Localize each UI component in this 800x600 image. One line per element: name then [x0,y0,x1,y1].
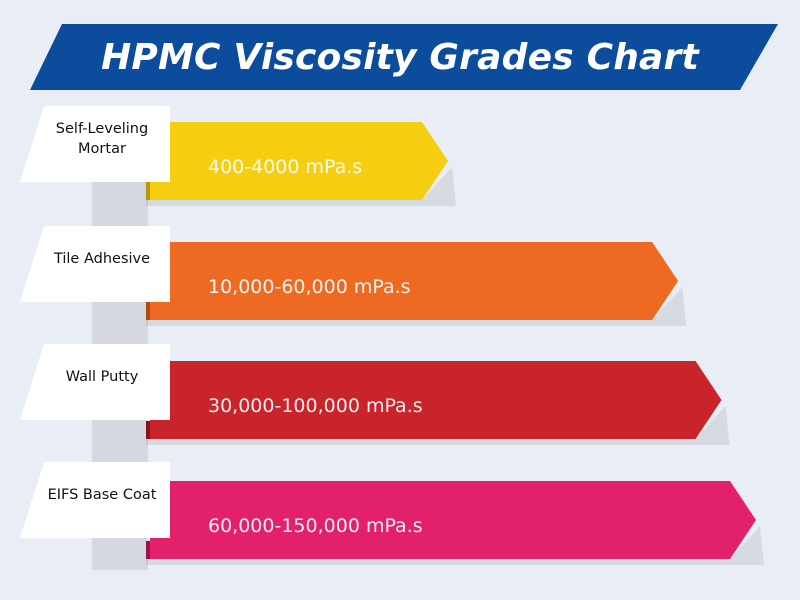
category-label: Wall Putty [20,344,170,420]
title-banner-shape [30,24,778,90]
category-label: EIFS Base Coat [20,462,170,538]
category-label-line: Tile Adhesive [53,251,151,267]
category-label-line: EIFS Base Coat [47,487,157,503]
category-label-line: Self-Leveling [55,121,149,137]
category-label-line: Mortar [78,141,126,157]
bar-shadow [146,406,730,445]
bar-value-label: 60,000-150,000 mPa.s [208,515,423,537]
bar [150,481,756,559]
title-banner [30,24,778,90]
category-label-line: Wall Putty [65,369,139,385]
bar-shadow [146,526,764,565]
bar-value-label: 10,000-60,000 mPa.s [208,276,411,298]
bar [150,242,679,320]
bar-value-label: 30,000-100,000 mPa.s [208,395,423,417]
bar-shadow [146,287,687,326]
bar-value-label: 400-4000 mPa.s [208,156,362,178]
bar [150,122,448,200]
bar-shadow [146,167,456,206]
chart-title: HPMC Viscosity Grades Chart [101,36,699,78]
bar [150,361,722,439]
category-label: Tile Adhesive [20,226,170,302]
category-label: Self-Leveling Mortar [20,106,170,182]
